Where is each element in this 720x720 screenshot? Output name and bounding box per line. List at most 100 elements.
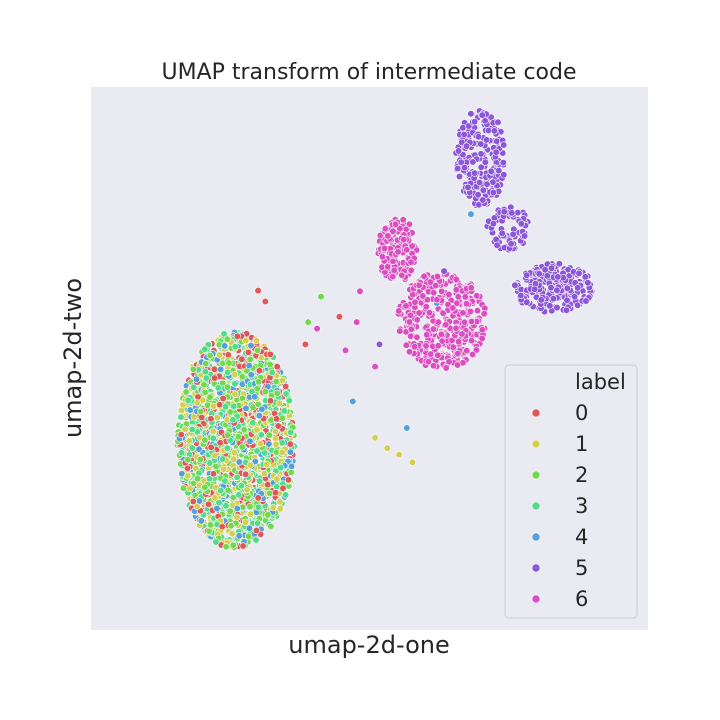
scatter-point-label-6 <box>442 364 450 372</box>
scatter-point-label-0 <box>207 415 215 423</box>
scatter-point-label-2 <box>179 484 188 492</box>
scatter-point-label-4 <box>247 371 255 379</box>
scatter-point-label-5 <box>461 164 469 172</box>
scatter-point-label-2 <box>255 378 263 386</box>
scatter-point-label-4 <box>233 504 241 513</box>
scatter-point-label-1 <box>220 465 228 473</box>
scatter-point-label-5 <box>489 188 498 197</box>
scatter-point-label-5 <box>555 260 564 268</box>
scatter-point-label-0 <box>224 351 232 359</box>
scatter-point-label-0 <box>239 542 247 550</box>
scatter-point-label-4 <box>197 517 205 525</box>
scatter-point-label-3 <box>224 368 232 377</box>
scatter-point-label-6 <box>438 287 446 296</box>
scatter-point-label-1 <box>260 470 269 478</box>
scatter-point-label-3 <box>221 403 230 411</box>
scatter-point-label-6 <box>454 349 462 358</box>
scatter-point-label-0 <box>279 484 287 492</box>
scatter-point-label-1 <box>230 449 238 457</box>
scatter-point-label-0 <box>255 367 264 375</box>
scatter-point-label-6 <box>462 300 471 308</box>
scatter-point-label-5 <box>471 118 479 126</box>
scatter-point-label-3 <box>287 428 295 437</box>
scatter-point-label-3 <box>209 434 217 442</box>
scatter-point-label-2 <box>222 543 230 551</box>
scatter-point-label-5 <box>507 240 515 248</box>
scatter-point-label-2 <box>317 293 325 301</box>
scatter-point-label-6 <box>449 343 457 351</box>
scatter-point-label-6 <box>406 311 415 319</box>
scatter-point-label-5 <box>487 167 495 175</box>
scatter-point-label-5 <box>481 158 489 166</box>
scatter-point-label-3 <box>177 413 185 421</box>
scatter-point-label-3 <box>233 473 241 481</box>
scatter-point-label-5 <box>476 178 484 187</box>
scatter-point-label-5 <box>509 230 517 238</box>
scatter-point-label-0 <box>216 439 224 447</box>
scatter-point-label-5 <box>554 273 562 281</box>
scatter-point-label-6 <box>415 281 423 289</box>
scatter-point-label-6 <box>405 348 414 356</box>
scatter-point-label-0 <box>266 397 275 405</box>
scatter-point-label-5 <box>482 136 491 144</box>
scatter-point-label-1 <box>209 402 217 411</box>
scatter-point-label-6 <box>407 325 415 333</box>
scatter-point-label-2 <box>264 511 272 519</box>
scatter-point-label-6 <box>453 361 462 369</box>
scatter-point-label-3 <box>237 482 245 490</box>
scatter-point-label-6 <box>439 309 447 317</box>
scatter-point-label-2 <box>206 521 215 529</box>
scatter-point-label-4 <box>246 437 254 445</box>
scatter-point-label-5 <box>455 172 464 181</box>
scatter-point-label-4 <box>286 448 295 456</box>
scatter-point-label-2 <box>189 365 197 374</box>
scatter-point-label-5 <box>549 295 558 303</box>
scatter-point-label-2 <box>267 522 275 530</box>
scatter-point-label-6 <box>455 338 463 346</box>
scatter-point-label-5 <box>574 284 582 292</box>
scatter-point-label-2 <box>226 408 234 416</box>
scatter-point-label-3 <box>277 464 285 472</box>
scatter-point-label-3 <box>221 477 229 485</box>
scatter-point-label-2 <box>226 507 234 515</box>
scatter-point-label-2 <box>253 346 262 355</box>
scatter-point-label-6 <box>313 325 321 333</box>
scatter-point-label-5 <box>498 229 506 237</box>
scatter-point-label-3 <box>178 449 186 457</box>
scatter-point-label-2 <box>224 431 232 439</box>
scatter-point-label-4 <box>196 497 204 505</box>
scatter-point-label-2 <box>229 541 237 549</box>
scatter-point-label-2 <box>205 527 213 535</box>
scatter-point-label-6 <box>468 337 476 345</box>
scatter-point-label-1 <box>209 427 217 435</box>
scatter-point-label-3 <box>261 449 269 457</box>
scatter-point-label-2 <box>304 318 312 326</box>
scatter-point-label-2 <box>223 335 231 343</box>
scatter-point-label-5 <box>469 158 477 166</box>
scatter-point-label-0 <box>177 431 185 439</box>
scatter-point-label-5 <box>500 208 508 216</box>
scatter-point-label-6 <box>452 324 460 332</box>
scatter-point-label-5 <box>511 281 519 289</box>
scatter-point-label-5 <box>484 126 493 135</box>
scatter-point-label-6 <box>478 326 487 334</box>
scatter-point-label-5 <box>492 235 500 243</box>
scatter-point-label-1 <box>278 448 286 457</box>
scatter-point-label-0 <box>274 422 282 430</box>
legend-marker-2 <box>531 470 541 480</box>
scatter-point-label-1 <box>193 399 201 407</box>
scatter-point-label-4 <box>192 375 201 383</box>
scatter-point-label-4 <box>251 393 259 401</box>
scatter-point-label-5 <box>547 264 556 272</box>
scatter-point-label-5 <box>474 191 482 199</box>
scatter-point-label-1 <box>269 504 277 512</box>
scatter-point-label-5 <box>489 220 498 228</box>
scatter-point-label-0 <box>198 413 206 422</box>
scatter-point-label-6 <box>353 318 361 326</box>
scatter-point-label-3 <box>201 368 209 376</box>
scatter-point-label-3 <box>254 519 262 527</box>
scatter-point-label-4 <box>349 397 357 406</box>
scatter-point-label-6 <box>425 309 434 317</box>
scatter-point-label-1 <box>408 458 417 466</box>
